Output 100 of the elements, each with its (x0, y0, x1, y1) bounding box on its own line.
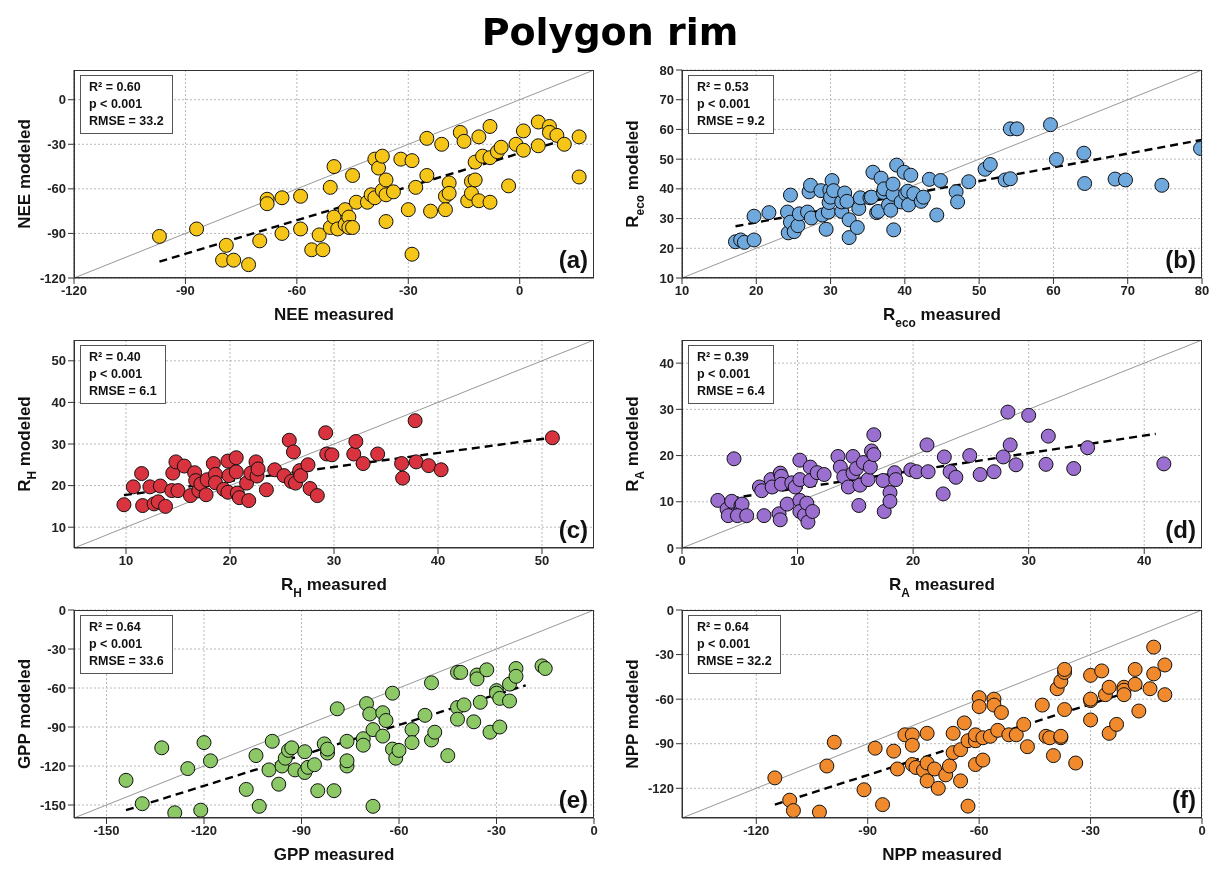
y-tick-label: -120 (647, 780, 674, 796)
y-tick-label: 20 (51, 478, 66, 494)
x-tick-label: 40 (430, 553, 446, 569)
y-tick-label: 60 (659, 122, 674, 138)
y-tick-label: 20 (659, 448, 674, 464)
y-tick-label: 40 (659, 355, 674, 371)
x-tick-label: 0 (590, 823, 598, 839)
annotation: R² = 0.40 (89, 349, 142, 366)
y-tick-label: 0 (666, 602, 674, 618)
x-tick-label: -120 (190, 823, 218, 839)
x-tick-label: 30 (1021, 553, 1036, 569)
annotation: RMSE = 33.6 (89, 653, 164, 670)
x-tick-label: 30 (326, 553, 342, 569)
y-tick-label: -150 (39, 797, 66, 813)
x-tick-label: 20 (905, 553, 921, 569)
x-tick-label: -30 (487, 823, 506, 839)
x-tick-label: -90 (292, 823, 311, 839)
annotation: (a) (558, 246, 588, 274)
y-tick-label: -90 (655, 736, 674, 752)
x-axis-title: R$_{A}$ measured (889, 575, 995, 600)
y-tick-label: 20 (659, 240, 674, 256)
x-tick-label: 80 (1194, 283, 1210, 299)
x-tick-label: -30 (1081, 823, 1100, 839)
x-tick-label: 40 (897, 283, 913, 299)
x-tick-label: -90 (176, 283, 195, 299)
annotation: (f) (1172, 786, 1196, 814)
annotation: R² = 0.53 (697, 79, 750, 96)
x-tick-label: 20 (749, 283, 764, 299)
x-axis-title: NEE measured (274, 305, 394, 324)
x-tick-label: -30 (398, 283, 418, 299)
y-tick-label: -90 (47, 226, 66, 242)
y-tick-label: -120 (39, 270, 66, 286)
annotation: (c) (558, 516, 588, 544)
annotation: RMSE = 33.2 (89, 113, 164, 130)
x-tick-label: -60 (969, 823, 989, 839)
y-axis-title: GPP modeled (15, 658, 35, 770)
y-tick-label: 80 (659, 62, 674, 78)
x-tick-label: 60 (1046, 283, 1061, 299)
y-tick-label: 0 (58, 92, 66, 108)
x-tick-label: 0 (678, 553, 686, 569)
y-tick-label: 0 (58, 602, 66, 618)
annotation: RMSE = 9.2 (697, 113, 765, 130)
y-tick-label: -60 (47, 181, 66, 197)
x-tick-label: -120 (743, 823, 770, 839)
y-tick-label: 70 (659, 92, 674, 108)
x-tick-label: -90 (858, 823, 878, 839)
x-axis-title: R$_{eco}$ measured (883, 305, 1001, 330)
annotation: R² = 0.64 (89, 619, 142, 636)
y-tick-label: 10 (659, 270, 674, 286)
y-tick-label: -90 (47, 719, 66, 735)
y-tick-label: 50 (659, 151, 674, 167)
y-tick-label: -30 (655, 647, 674, 663)
chart-title: Polygon rim (480, 10, 740, 54)
x-axis-title: R$_{H}$ measured (281, 575, 387, 600)
annotation: RMSE = 6.1 (89, 383, 157, 400)
y-tick-label: 0 (666, 540, 674, 556)
annotation: p < 0.001 (697, 96, 752, 113)
annotation: R² = 0.60 (89, 79, 142, 96)
x-tick-label: -150 (93, 823, 120, 839)
x-tick-label: 40 (1136, 553, 1152, 569)
y-tick-label: -120 (39, 758, 66, 774)
annotation: (b) (1165, 246, 1196, 274)
y-tick-label: -60 (47, 680, 66, 696)
y-tick-label: -30 (47, 641, 66, 657)
x-tick-label: 10 (118, 553, 134, 569)
x-tick-label: -60 (287, 283, 307, 299)
y-tick-label: -60 (655, 691, 674, 707)
x-axis-title: NPP measured (882, 845, 1002, 864)
x-tick-label: 0 (516, 283, 524, 299)
y-tick-label: 10 (51, 519, 66, 535)
y-axis-title: NPP modeled (623, 659, 643, 769)
y-tick-label: 10 (659, 494, 674, 510)
y-tick-label: 40 (51, 395, 66, 411)
x-tick-label: 20 (222, 553, 238, 569)
x-tick-label: 70 (1120, 283, 1135, 299)
y-tick-label: 30 (659, 401, 674, 417)
annotation: p < 0.001 (697, 366, 752, 383)
x-tick-label: 0 (1198, 823, 1206, 839)
y-tick-label: 30 (659, 211, 674, 227)
annotation: (e) (558, 786, 588, 814)
annotation: p < 0.001 (697, 636, 752, 653)
annotation: R² = 0.39 (697, 349, 750, 366)
annotation: p < 0.001 (89, 636, 144, 653)
y-axis-title: NEE modeled (15, 119, 35, 229)
annotation: (d) (1165, 516, 1196, 544)
x-tick-label: 50 (534, 553, 550, 569)
x-tick-label: 10 (790, 553, 805, 569)
annotation: RMSE = 32.2 (697, 653, 772, 670)
x-tick-label: 50 (971, 283, 987, 299)
annotation: p < 0.001 (89, 366, 144, 383)
y-tick-label: 40 (659, 181, 674, 197)
y-tick-label: 30 (51, 436, 66, 452)
annotation: RMSE = 6.4 (697, 383, 765, 400)
x-tick-label: -60 (389, 823, 409, 839)
annotation: R² = 0.64 (697, 619, 750, 636)
x-axis-title: GPP measured (273, 845, 395, 864)
y-tick-label: -30 (47, 136, 66, 152)
y-tick-label: 50 (51, 353, 66, 369)
x-tick-label: 30 (823, 283, 838, 299)
annotation: p < 0.001 (89, 96, 144, 113)
